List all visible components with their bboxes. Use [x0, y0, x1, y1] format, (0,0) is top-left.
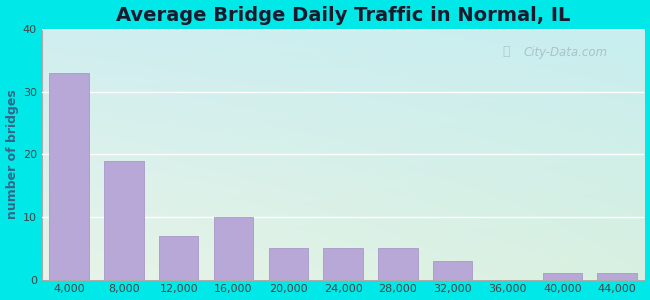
Bar [543, 273, 582, 280]
Bar [214, 217, 254, 280]
Text: Ⓜ: Ⓜ [503, 45, 510, 58]
Text: City-Data.com: City-Data.com [524, 46, 608, 59]
Bar [323, 248, 363, 280]
Bar [104, 160, 144, 280]
Title: Average Bridge Daily Traffic in Normal, IL: Average Bridge Daily Traffic in Normal, … [116, 6, 570, 25]
Y-axis label: number of bridges: number of bridges [6, 89, 19, 219]
Bar [268, 248, 308, 280]
Bar [159, 236, 198, 280]
Bar [49, 73, 89, 280]
Bar [597, 273, 637, 280]
Bar [433, 261, 473, 280]
Bar [378, 248, 417, 280]
